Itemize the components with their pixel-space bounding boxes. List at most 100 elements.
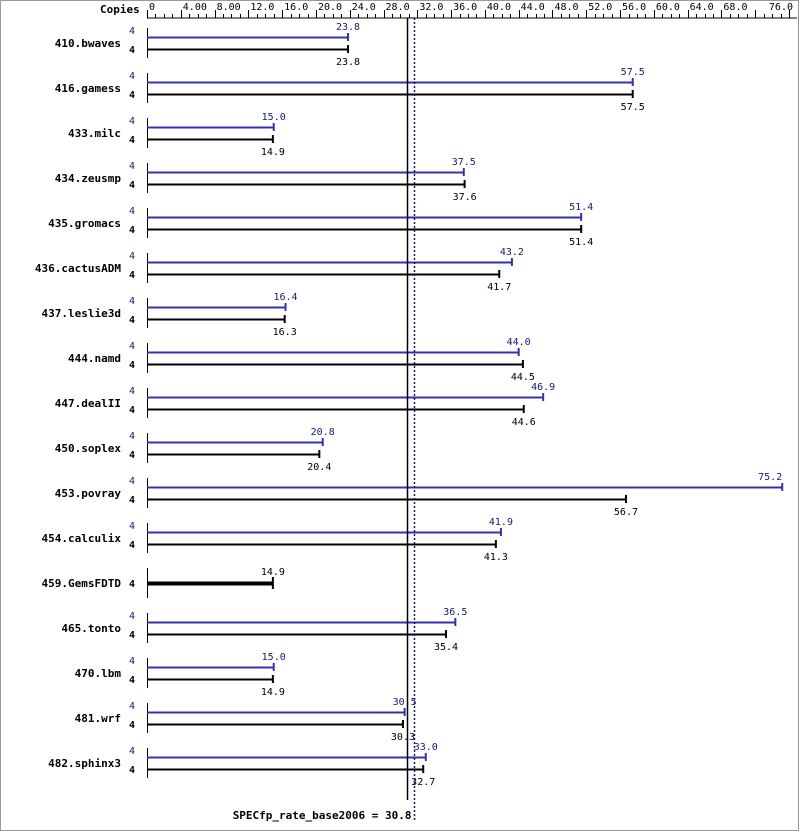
base-value-label: 35.4 bbox=[434, 642, 458, 653]
bars: 410.bwaves 4 23.8 4 23.8 416.gamess 4 57.5 4 57.5… bbox=[35, 22, 784, 788]
axis-tick-label: 40.0 bbox=[487, 2, 511, 13]
axis-tick-label: 28.0 bbox=[386, 2, 410, 13]
peak-copies: 4 bbox=[129, 521, 135, 532]
copies-header: Copies bbox=[100, 3, 140, 16]
benchmark-label: 436.cactusADM bbox=[35, 262, 121, 275]
benchmark-label: 410.bwaves bbox=[55, 37, 121, 50]
peak-value-label: 43.2 bbox=[500, 247, 524, 258]
benchmark-label: 437.leslie3d bbox=[42, 307, 121, 320]
benchmark-label: 444.namd bbox=[68, 352, 121, 365]
base-copies: 4 bbox=[129, 405, 135, 416]
peak-value-label: 15.0 bbox=[262, 112, 286, 123]
base-value-label: 41.3 bbox=[484, 552, 508, 563]
base-copies: 4 bbox=[129, 315, 135, 326]
base-value-label: 32.7 bbox=[411, 777, 435, 788]
peak-copies: 4 bbox=[129, 656, 135, 667]
base-value-label: 14.9 bbox=[261, 567, 285, 578]
base-value-label: 14.9 bbox=[261, 147, 285, 158]
base-value-label: 20.4 bbox=[307, 462, 331, 473]
base-copies: 4 bbox=[129, 45, 135, 56]
axis-tick-label: 68.0 bbox=[723, 2, 747, 13]
base-value-label: 14.9 bbox=[261, 687, 285, 698]
axis-tick-label: 76.0 bbox=[769, 2, 793, 13]
peak-copies: 4 bbox=[129, 746, 135, 757]
base-value-label: 16.3 bbox=[273, 327, 297, 338]
reference-lines: SPECfp_rate_base2006 = 30.8SPECfp_rate20… bbox=[233, 18, 416, 822]
axis-tick-label: 16.0 bbox=[284, 2, 308, 13]
peak-value-label: 41.9 bbox=[489, 517, 513, 528]
benchmark-label: 482.sphinx3 bbox=[48, 757, 121, 770]
axis-tick-label: 8.00 bbox=[217, 2, 241, 13]
base-value-label: 37.6 bbox=[453, 192, 477, 203]
peak-value-label: 75.2 bbox=[758, 472, 782, 483]
axis-tick-label: 20.0 bbox=[318, 2, 342, 13]
axis-tick-label: 64.0 bbox=[690, 2, 714, 13]
base-copies: 4 bbox=[129, 180, 135, 191]
base-value-label: 30.3 bbox=[391, 732, 415, 743]
base-copies: 4 bbox=[129, 360, 135, 371]
peak-copies: 4 bbox=[129, 161, 135, 172]
peak-copies: 4 bbox=[129, 611, 135, 622]
axis-tick-label: 44.0 bbox=[521, 2, 545, 13]
peak-copies: 4 bbox=[129, 116, 135, 127]
base-value-label: 51.4 bbox=[569, 237, 593, 248]
base-copies: 4 bbox=[129, 630, 135, 641]
peak-copies: 4 bbox=[129, 431, 135, 442]
peak-copies: 4 bbox=[129, 206, 135, 217]
axis-tick-label: 56.0 bbox=[622, 2, 646, 13]
peak-copies: 4 bbox=[129, 296, 135, 307]
base-value-label: 56.7 bbox=[614, 507, 638, 518]
axis-tick-label: 12.0 bbox=[250, 2, 274, 13]
benchmark-label: 434.zeusmp bbox=[55, 172, 122, 185]
base-value-label: 23.8 bbox=[336, 57, 360, 68]
base-copies: 4 bbox=[129, 135, 135, 146]
base-copies: 4 bbox=[129, 495, 135, 506]
base-copies: 4 bbox=[129, 765, 135, 776]
base-copies: 4 bbox=[129, 450, 135, 461]
base-value-label: 44.5 bbox=[511, 372, 535, 383]
benchmark-label: 447.dealII bbox=[55, 397, 121, 410]
base-value-label: 41.7 bbox=[487, 282, 511, 293]
base-copies: 4 bbox=[129, 720, 135, 731]
axis-tick-label: 36.0 bbox=[453, 2, 477, 13]
peak-copies: 4 bbox=[129, 701, 135, 712]
peak-value-label: 23.8 bbox=[336, 22, 360, 33]
benchmark-label: 450.soplex bbox=[55, 442, 122, 455]
benchmark-label: 459.GemsFDTD bbox=[42, 577, 122, 590]
base-copies: 4 bbox=[129, 675, 135, 686]
axis-tick-label: 0 bbox=[149, 2, 155, 13]
peak-value-label: 57.5 bbox=[621, 67, 645, 78]
peak-value-label: 46.9 bbox=[531, 382, 555, 393]
peak-copies: 4 bbox=[129, 251, 135, 262]
peak-copies: 4 bbox=[129, 386, 135, 397]
peak-value-label: 33.0 bbox=[414, 742, 438, 753]
peak-value-label: 37.5 bbox=[452, 157, 476, 168]
peak-value-label: 15.0 bbox=[262, 652, 286, 663]
base-copies: 4 bbox=[129, 225, 135, 236]
axis-tick-label: 48.0 bbox=[554, 2, 578, 13]
benchmark-label: 481.wrf bbox=[75, 712, 121, 725]
peak-copies: 4 bbox=[129, 476, 135, 487]
axis-tick-label: 60.0 bbox=[656, 2, 680, 13]
benchmark-label: 454.calculix bbox=[42, 532, 122, 545]
peak-value-label: 20.8 bbox=[311, 427, 335, 438]
peak-value-label: 51.4 bbox=[569, 202, 593, 213]
peak-value-label: 16.4 bbox=[273, 292, 297, 303]
benchmark-label: 416.gamess bbox=[55, 82, 121, 95]
axis-tick-label: 4.00 bbox=[183, 2, 207, 13]
base-copies: 4 bbox=[129, 579, 135, 590]
benchmark-label: 470.lbm bbox=[75, 667, 122, 680]
base-copies: 4 bbox=[129, 90, 135, 101]
peak-copies: 4 bbox=[129, 71, 135, 82]
base-copies: 4 bbox=[129, 540, 135, 551]
base-value-label: 44.6 bbox=[512, 417, 536, 428]
axis-tick-label: 52.0 bbox=[588, 2, 612, 13]
base-value-label: 57.5 bbox=[621, 102, 645, 113]
benchmark-label: 453.povray bbox=[55, 487, 122, 500]
peak-value-label: 44.0 bbox=[507, 337, 531, 348]
peak-copies: 4 bbox=[129, 341, 135, 352]
benchmark-label: 465.tonto bbox=[61, 622, 121, 635]
benchmark-label: 435.gromacs bbox=[48, 217, 121, 230]
axis: Copies 0 4.00 8.00 12.0 16.0 20.0 24.0 28.0 32.0 3… bbox=[100, 2, 797, 19]
